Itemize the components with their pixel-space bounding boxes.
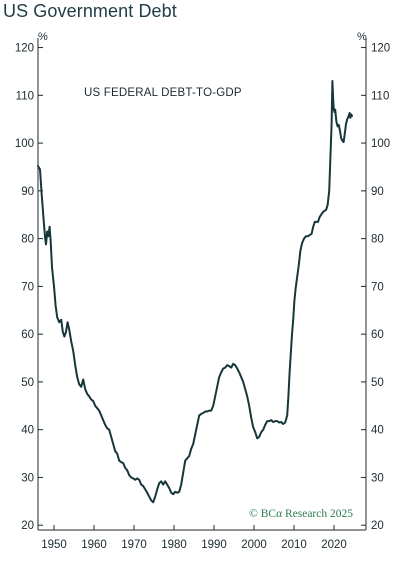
- chart-title: US Government Debt: [3, 1, 177, 21]
- y-tick-label-left: 60: [21, 329, 34, 341]
- y-tick-label-right: 30: [371, 472, 384, 484]
- labels: % % US FEDERAL DEBT-TO-GDP © BCα Researc…: [38, 31, 367, 520]
- source-credit: © BCα Research 2025: [249, 508, 353, 520]
- y-tick-label-right: 70: [371, 281, 384, 293]
- y-tick-label-left: 110: [16, 90, 34, 102]
- y-unit-right: %: [357, 31, 367, 43]
- debt-to-gdp-line: [37, 80, 353, 504]
- y-tick-label-left: 100: [15, 138, 34, 150]
- x-tick-label: 1980: [161, 539, 187, 551]
- y-tick-label-right: 80: [371, 234, 384, 246]
- y-tick-label-left: 90: [21, 186, 34, 198]
- y-tick-label-right: 120: [371, 43, 390, 55]
- plot-frame: [37, 38, 367, 531]
- x-tick-label: 1990: [201, 539, 227, 551]
- x-tick-label: 1960: [81, 539, 107, 551]
- y-tick-label-left: 120: [15, 43, 34, 55]
- series-layer: [37, 80, 353, 504]
- y-unit-left: %: [38, 31, 48, 43]
- chart-annotation: US FEDERAL DEBT-TO-GDP: [84, 87, 242, 99]
- x-tick-label: 2000: [241, 539, 267, 551]
- x-tick-label: 2020: [321, 539, 347, 551]
- y-tick-label-left: 40: [21, 425, 34, 437]
- y-tick-label-right: 100: [371, 138, 390, 150]
- x-tick-label: 1950: [41, 539, 67, 551]
- y-tick-label-left: 80: [21, 234, 34, 246]
- y-tick-label-left: 20: [21, 520, 34, 532]
- y-tick-label-right: 50: [371, 377, 384, 389]
- y-tick-label-right: 40: [371, 425, 384, 437]
- y-tick-label-right: 90: [371, 186, 384, 198]
- y-tick-label-left: 30: [21, 472, 34, 484]
- y-tick-label-left: 70: [21, 281, 34, 293]
- x-tick-label: 1970: [121, 539, 147, 551]
- x-tick-label: 2010: [281, 539, 307, 551]
- y-tick-label-left: 50: [21, 377, 34, 389]
- y-tick-label-right: 20: [371, 520, 384, 532]
- y-tick-label-right: 60: [371, 329, 384, 341]
- y-tick-label-right: 110: [371, 90, 389, 102]
